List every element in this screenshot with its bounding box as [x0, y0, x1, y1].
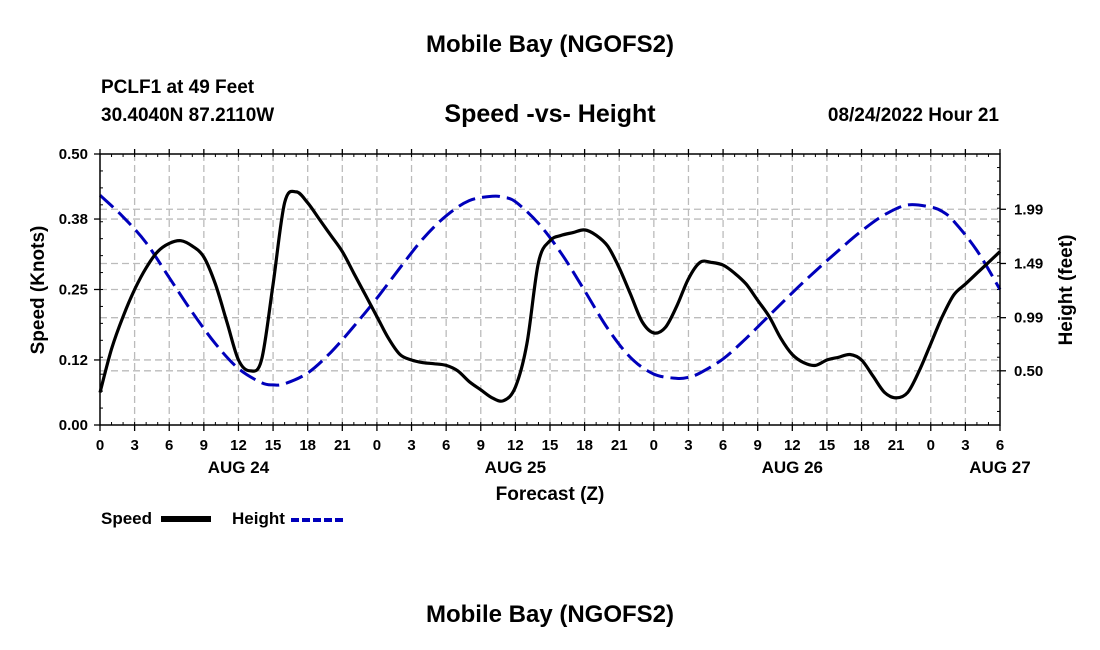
x-tick-label: 0 [373, 437, 381, 454]
date-label: AUG 24 [208, 458, 270, 477]
y2-tick-label: 1.49 [1014, 255, 1043, 272]
legend-speed-label: Speed [101, 509, 153, 528]
x-tick-label: 12 [507, 437, 524, 454]
x-tick-label: 6 [442, 437, 450, 454]
x-tick-label: 9 [754, 437, 762, 454]
x-tick-label: 9 [200, 437, 208, 454]
x-tick-label: 15 [542, 437, 559, 454]
x-tick-label: 3 [130, 437, 138, 454]
x-tick-label: 0 [96, 437, 104, 454]
y-axis-title: Speed (Knots) [28, 226, 49, 355]
coordinates-label: 30.4040N 87.2110W [101, 105, 275, 126]
legend-height-label: Height [232, 509, 285, 528]
y-tick-label: 0.00 [59, 417, 88, 434]
chart-subtitle: Speed -vs- Height [444, 100, 656, 128]
axis-labels: 0 3 6 9 12 15 18 21 0 3 6 9 12 15 18 21 0 3 6 9 12 15 18 21 0 3 6 A… [59, 146, 1043, 477]
y2-axis-title: Height (feet) [1056, 235, 1077, 346]
speed-series-line [98, 189, 1002, 403]
x-tick-label: 21 [888, 437, 905, 454]
x-tick-label: 0 [650, 437, 658, 454]
x-tick-label: 3 [961, 437, 969, 454]
date-label: AUG 26 [762, 458, 823, 477]
x-tick-label: 6 [165, 437, 173, 454]
legend-height-swatch [291, 518, 343, 522]
x-tick-label: 15 [819, 437, 836, 454]
y2-tick-label: 0.99 [1014, 310, 1043, 327]
footer-title: Mobile Bay (NGOFS2) [425, 601, 675, 628]
x-tick-label: 15 [265, 437, 282, 454]
x-axis-title: Forecast (Z) [496, 484, 605, 505]
x-tick-label: 21 [334, 437, 351, 454]
x-tick-label: 21 [611, 437, 628, 454]
x-tick-label: 18 [853, 437, 870, 454]
date-label: AUG 25 [485, 458, 546, 477]
x-tick-label: 0 [927, 437, 935, 454]
plot-frame [99, 153, 1001, 426]
legend-speed-swatch [161, 516, 211, 522]
x-tick-label: 12 [784, 437, 801, 454]
height-series-line [98, 194, 1002, 387]
y2-tick-label: 0.50 [1014, 363, 1043, 380]
chart-title: Mobile Bay (NGOFS2) [425, 31, 675, 58]
station-label: PCLF1 at 49 Feet [101, 77, 255, 98]
date-label: AUG 27 [969, 458, 1030, 477]
x-tick-label: 3 [407, 437, 415, 454]
y-tick-label: 0.50 [59, 146, 88, 163]
y2-tick-label: 1.99 [1014, 201, 1043, 218]
x-tick-label: 18 [299, 437, 316, 454]
y-tick-label: 0.25 [59, 282, 88, 299]
x-tick-label: 12 [230, 437, 247, 454]
x-tick-label: 9 [477, 437, 485, 454]
y-tick-label: 0.38 [59, 211, 88, 228]
x-tick-label: 3 [684, 437, 692, 454]
x-tick-label: 6 [996, 437, 1004, 454]
x-tick-label: 18 [576, 437, 593, 454]
y-tick-label: 0.12 [59, 352, 88, 369]
forecast-timestamp: 08/24/2022 Hour 21 [827, 105, 999, 126]
chart-grid [100, 154, 1000, 425]
x-tick-label: 6 [719, 437, 727, 454]
